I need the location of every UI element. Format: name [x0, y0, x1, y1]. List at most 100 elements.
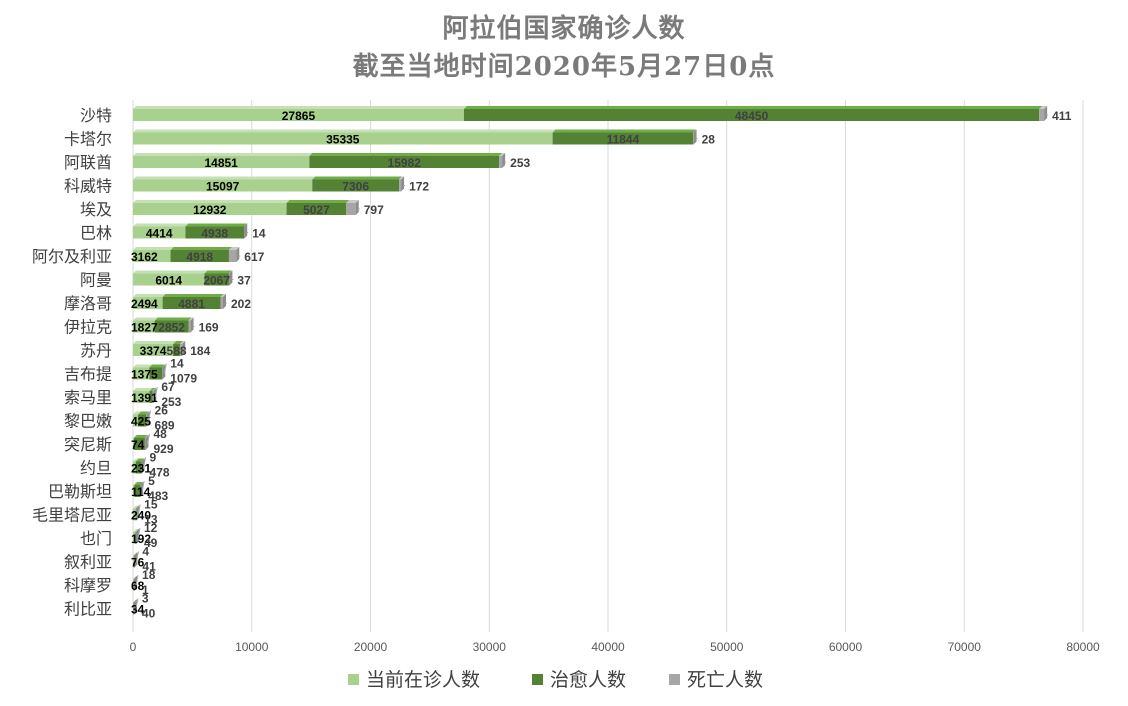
data-label-recovered: 2067: [203, 274, 230, 288]
data-label-active: 15097: [206, 180, 240, 194]
legend-swatch: [348, 674, 359, 685]
bar-segment: [133, 320, 155, 333]
x-tick-label: 10000: [235, 640, 269, 654]
data-label-leader: [137, 527, 141, 539]
bar-segment: [133, 438, 134, 450]
data-label-leader: [141, 480, 145, 492]
data-label-recovered: 7306: [342, 180, 369, 194]
bar-top-face: [133, 223, 189, 227]
data-label-recovered: 15982: [388, 156, 422, 170]
bar-side-face: [133, 599, 137, 615]
bar-segment: [220, 297, 223, 309]
data-label-active: 231: [131, 462, 151, 476]
bar-segment: [133, 414, 139, 427]
bar-top-face: [133, 435, 137, 438]
bar-top-face: [133, 552, 138, 556]
bar-side-face: [401, 176, 405, 192]
data-label-deaths: 48: [153, 427, 167, 441]
bar-top-face: [463, 106, 1043, 109]
bar-top-face: [185, 223, 248, 227]
bar-side-face: [182, 341, 186, 356]
data-label-active: 27865: [282, 109, 316, 123]
data-label-deaths: 26: [155, 404, 169, 418]
bar-segment: [135, 461, 142, 474]
bar-segment: [133, 438, 145, 450]
bar-segment: [399, 179, 402, 192]
category-label: 也门: [80, 529, 112, 548]
data-label-recovered: 483: [148, 489, 168, 503]
data-label-active: 240: [131, 509, 151, 523]
data-label-active: 14851: [204, 156, 238, 170]
data-label-active: 192: [131, 532, 151, 546]
category-label: 沙特: [80, 106, 112, 125]
bar-segment: [149, 391, 153, 403]
category-label: 突尼斯: [64, 435, 112, 454]
bar-segment: [173, 344, 181, 356]
bar-segment: [133, 602, 135, 615]
x-tick-label: 60000: [829, 640, 863, 654]
category-label: 卡塔尔: [64, 130, 112, 149]
data-label-active: 2494: [131, 297, 158, 311]
bar-segment: [133, 485, 135, 497]
bar-top-face: [170, 247, 232, 250]
bar-top-face: [138, 411, 150, 415]
bar-top-face: [204, 270, 232, 274]
data-label-deaths: 797: [364, 203, 384, 217]
data-label-active: 1827: [131, 321, 158, 335]
bar-segment: [133, 179, 313, 192]
category-label: 科威特: [64, 177, 112, 196]
legend-swatch: [532, 674, 543, 685]
data-label-deaths: 37: [237, 274, 251, 288]
x-tick-label: 80000: [1066, 640, 1100, 654]
data-label-active: 68: [131, 579, 145, 593]
bar-top-face: [162, 294, 224, 297]
bar-top-face: [133, 176, 316, 180]
bar-side-face: [134, 552, 138, 568]
data-label-recovered: 2852: [158, 321, 185, 335]
bar-segment: [133, 156, 310, 168]
bar-top-face: [133, 106, 467, 109]
data-label-leader: [137, 504, 141, 515]
category-label: 毛里塔尼亚: [32, 506, 112, 525]
category-label: 叙利亚: [64, 553, 112, 572]
bar-segment: [138, 414, 147, 427]
bar-top-face: [133, 576, 137, 579]
bar-segment: [552, 132, 694, 145]
data-label-recovered: 41: [142, 560, 156, 574]
data-label-recovered: 4938: [201, 227, 228, 241]
bar-segment: [286, 203, 347, 215]
bar-segment: [133, 109, 464, 121]
x-tick-label: 70000: [948, 640, 982, 654]
category-label: 苏丹: [80, 341, 112, 360]
data-label-active: 76: [131, 556, 145, 570]
bar-top-face: [133, 364, 153, 368]
category-label: 阿曼: [80, 271, 112, 290]
bar-side-face: [236, 247, 240, 262]
bar-segment: [188, 320, 191, 333]
bar-top-face: [228, 247, 240, 250]
bar-segment: [133, 532, 136, 544]
bar-top-face: [133, 435, 148, 438]
bar-segment: [170, 250, 229, 262]
bar-segment: [312, 179, 400, 192]
bar-top-face: [346, 200, 359, 203]
category-label: 科摩罗: [64, 576, 112, 595]
data-label-active: 4414: [146, 227, 173, 241]
bar-top-face: [144, 435, 149, 438]
bar-segment: [133, 508, 136, 521]
data-label-leader: [146, 433, 150, 445]
bar-top-face: [180, 341, 186, 344]
bar-side-face: [136, 505, 140, 521]
data-label-active: 114: [131, 485, 151, 499]
bar-side-face: [502, 153, 506, 168]
bar-top-face: [134, 482, 144, 485]
data-label-recovered: 40: [142, 607, 156, 621]
data-label-recovered: 689: [155, 419, 175, 433]
bar-segment: [228, 273, 230, 286]
bar-top-face: [133, 129, 556, 133]
bar-top-face: [499, 153, 506, 156]
data-label-deaths: 184: [190, 344, 210, 358]
bar-top-face: [133, 505, 139, 509]
data-label-recovered: 1079: [170, 372, 197, 386]
category-label: 黎巴嫩: [64, 412, 112, 431]
